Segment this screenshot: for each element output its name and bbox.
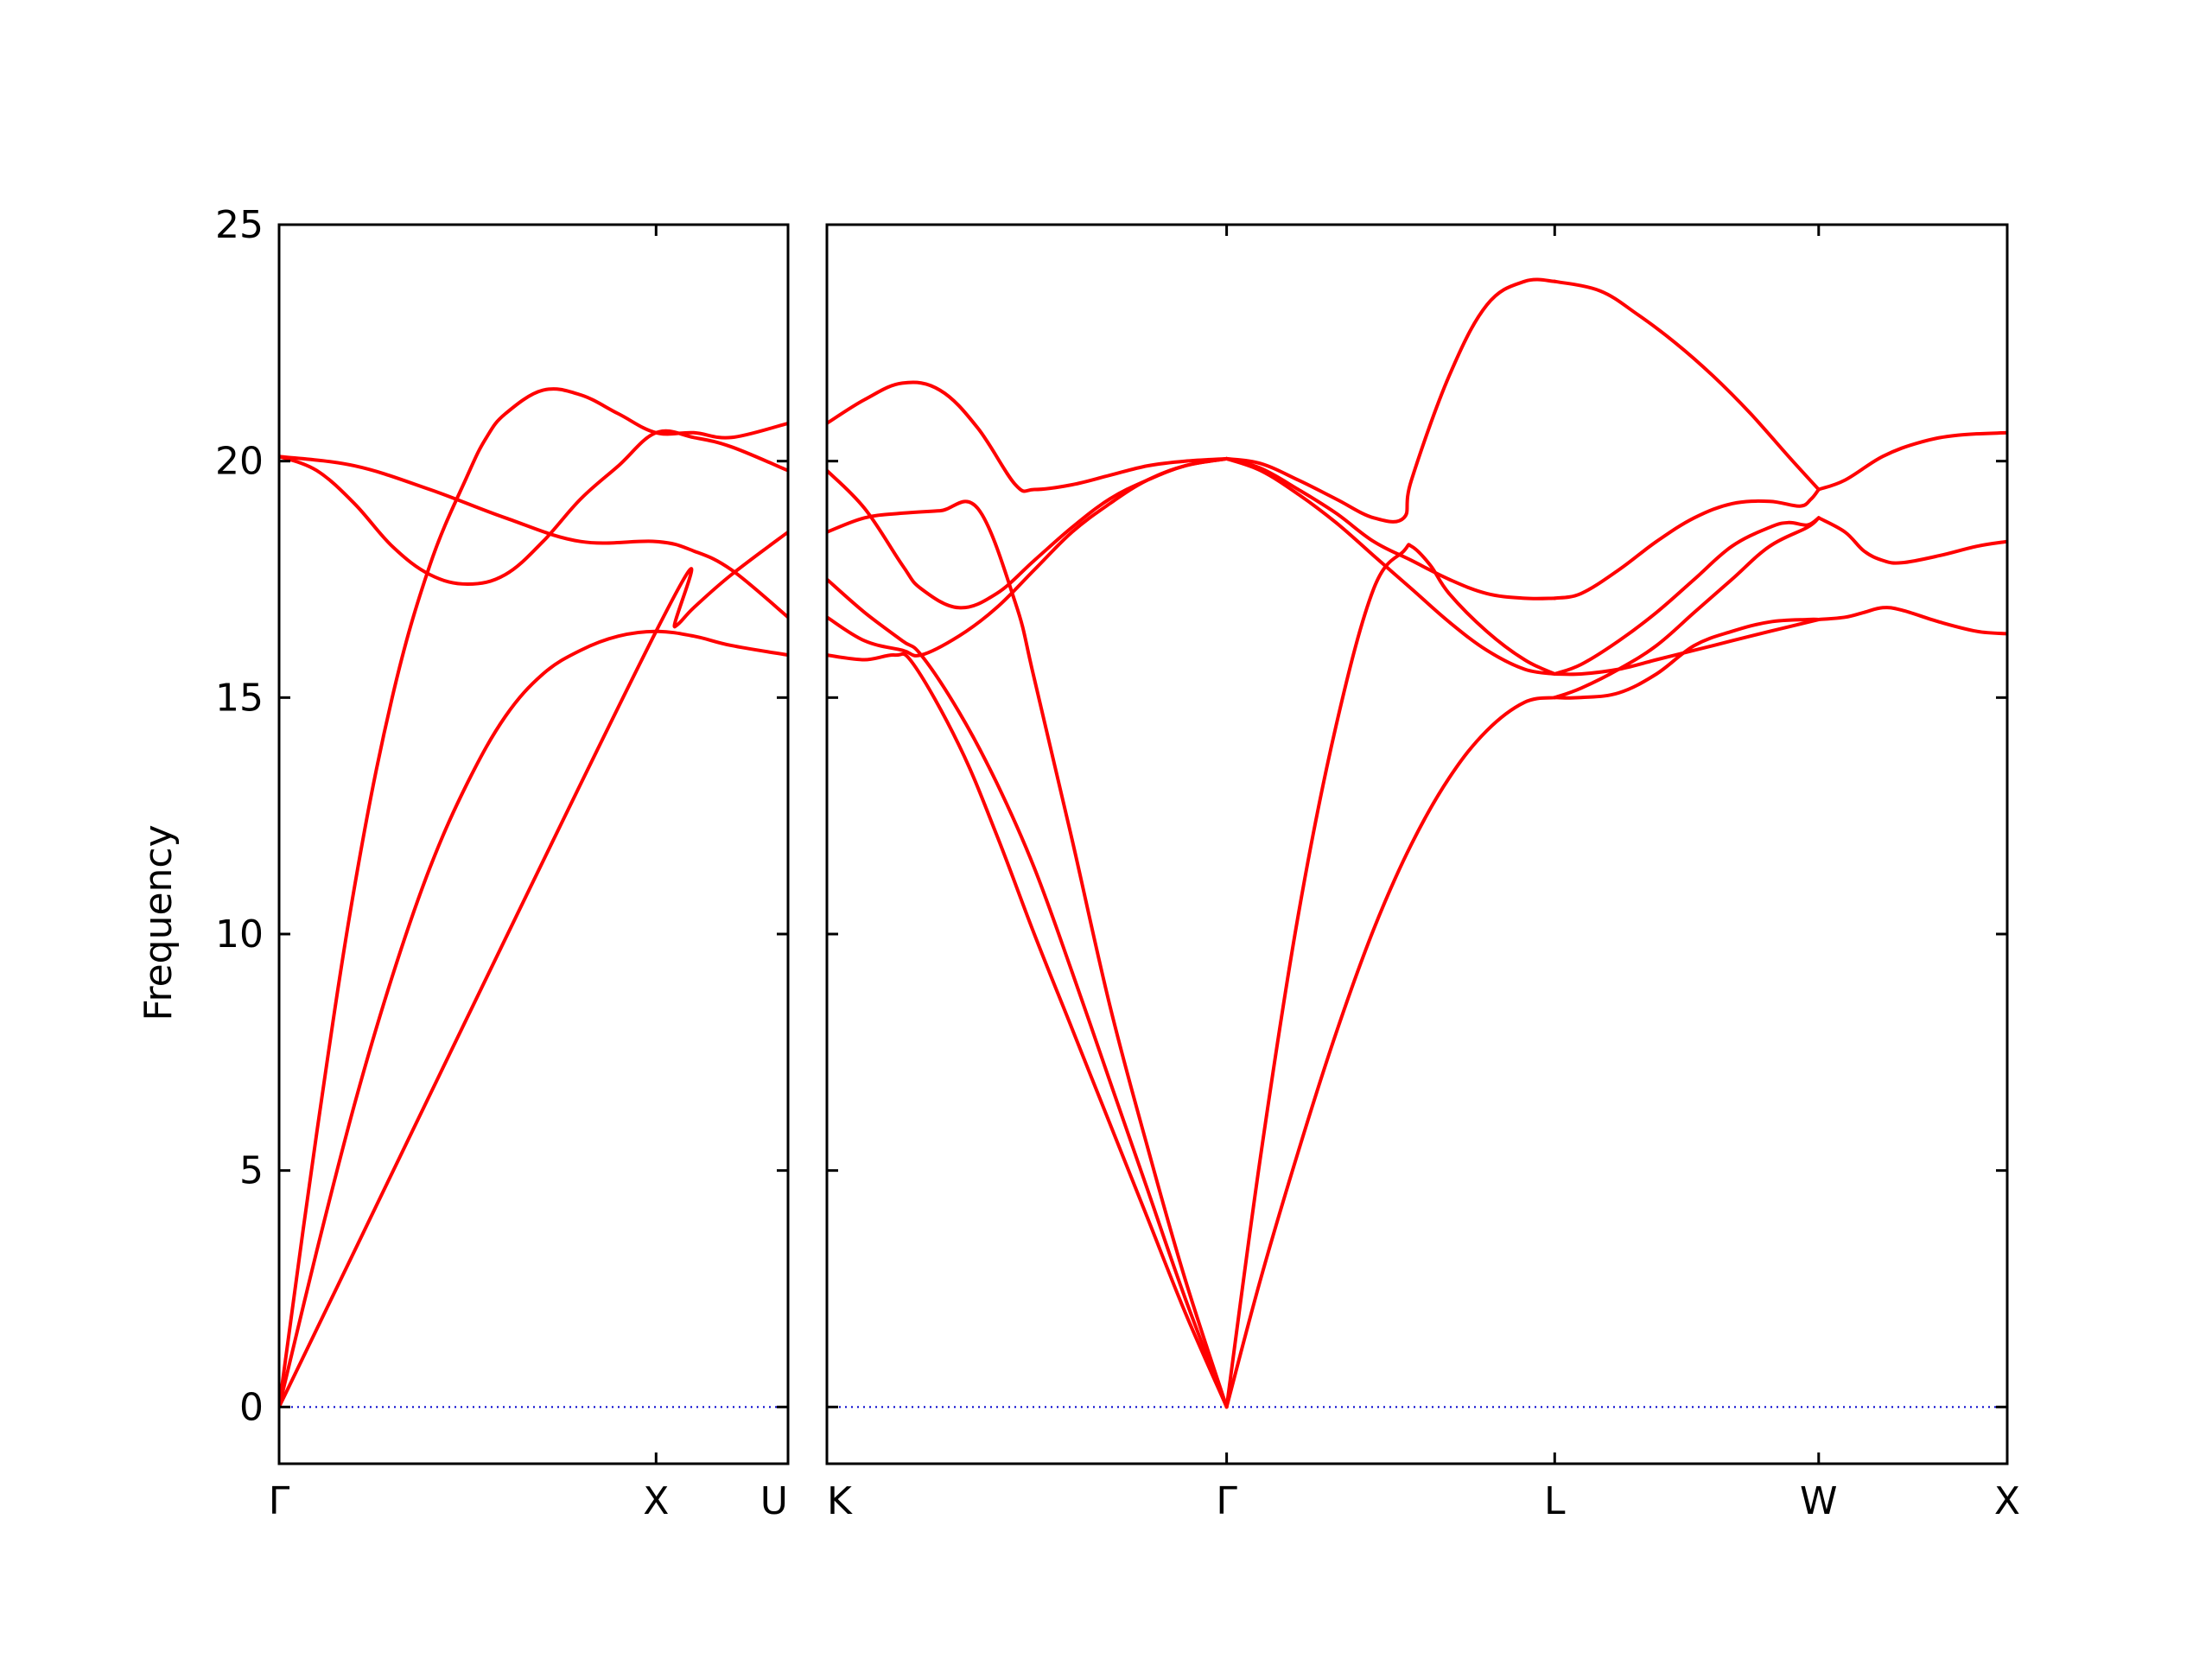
y-tick-label: 10 [215, 912, 264, 957]
y-axis-label: Frequency [137, 824, 181, 1020]
band-line-3 [827, 499, 1229, 1409]
band-line-1 [279, 629, 788, 1409]
band-line-14 [1553, 618, 1821, 677]
band-line-5 [279, 530, 788, 1409]
x-tick-label: U [760, 1479, 788, 1523]
panel-frame [277, 223, 790, 1465]
band-line-1 [827, 652, 1229, 1409]
x-tick-label: Γ [269, 1479, 290, 1523]
band-line-5 [827, 456, 1229, 610]
y-tick-label: 5 [239, 1149, 264, 1193]
band-line-4 [827, 380, 1229, 493]
y-tick-label: 0 [239, 1385, 264, 1429]
band-line-7 [1224, 696, 1557, 1409]
band-line-9 [1224, 277, 1557, 524]
band-line-15 [1553, 516, 1821, 676]
y-tick-label: 15 [215, 676, 264, 720]
band-line-18 [1816, 430, 2007, 492]
band-line-3 [279, 429, 788, 586]
x-tick-label: X [643, 1479, 669, 1523]
x-tick-label: L [1544, 1479, 1566, 1523]
band-line-13 [1553, 516, 1821, 700]
plot-panels: 0 5 10 15 20 25 Γ X U K Γ L W X [215, 203, 2020, 1523]
band-line-16 [1553, 487, 1821, 601]
x-tick-label: Γ [1216, 1479, 1237, 1523]
x-tick-label: X [1994, 1479, 2020, 1523]
band-line-12 [1553, 617, 1821, 700]
band-line-6 [827, 456, 1229, 658]
y-tick-label: 20 [215, 440, 264, 484]
panel-frame [825, 223, 2009, 1465]
y-tick-label: 25 [215, 203, 264, 247]
band-line-2 [279, 387, 788, 1409]
band-line-17 [1553, 279, 1821, 492]
x-tick-label: W [1800, 1479, 1838, 1523]
band-curves [827, 277, 2007, 1409]
band-line-10 [1224, 456, 1557, 601]
panel-1: 0 5 10 15 20 25 Γ X U [215, 203, 790, 1523]
band-line-8 [1224, 543, 1557, 1409]
band-line-20 [1816, 606, 2007, 636]
band-line-4 [279, 454, 788, 620]
band-curves [279, 387, 788, 1409]
x-tick-label: K [827, 1479, 853, 1523]
band-line-2 [827, 577, 1229, 1409]
band-line-11 [1224, 456, 1557, 676]
band-line-19 [1816, 516, 2007, 565]
